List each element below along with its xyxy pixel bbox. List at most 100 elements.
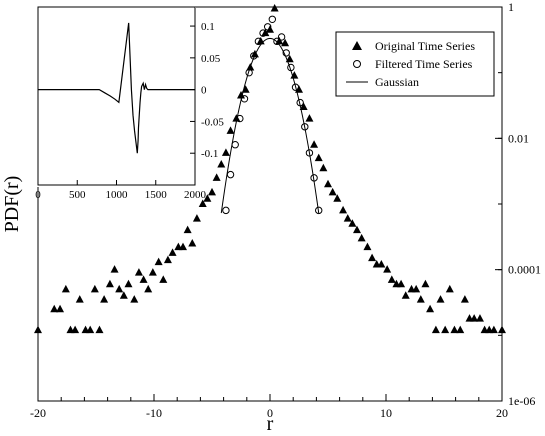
original-point: [217, 159, 226, 168]
original-point: [163, 255, 172, 264]
original-point: [168, 248, 177, 256]
original-point: [75, 295, 84, 303]
original-point: [310, 140, 319, 148]
original-point: [460, 295, 469, 303]
original-point: [95, 325, 104, 334]
original-point: [339, 205, 348, 214]
original-point: [139, 275, 148, 283]
inset-x-tick-label: 1000: [106, 189, 129, 201]
original-point: [221, 148, 230, 156]
original-point: [324, 179, 332, 188]
filtered-point: [277, 33, 286, 41]
legend-box: [335, 31, 495, 97]
legend-label-gaussian: Gaussian: [375, 75, 419, 89]
inset-y-tick-label: -0.1: [201, 148, 218, 160]
original-point: [281, 38, 290, 47]
x-tick-label: 0: [267, 406, 273, 420]
original-point: [412, 284, 421, 293]
original-point: [397, 279, 406, 288]
original-point: [470, 314, 479, 322]
original-point: [50, 304, 59, 313]
original-point: [261, 28, 270, 37]
legend-marker-triangle: [352, 41, 362, 50]
original-point: [270, 3, 279, 12]
legend-label-original: Original Time Series: [375, 39, 475, 53]
filtered-point: [263, 23, 272, 31]
original-point: [498, 325, 506, 334]
original-point: [305, 114, 314, 122]
original-point: [110, 265, 119, 273]
x-tick-label: 10: [380, 406, 392, 420]
original-point: [456, 325, 465, 334]
filtered-point: [282, 49, 290, 57]
original-point: [383, 265, 392, 273]
inset-y-tick-label: 0: [201, 85, 207, 97]
original-point: [203, 194, 212, 202]
original-point: [333, 194, 342, 202]
inset-series: [38, 22, 195, 154]
filtered-point: [259, 29, 267, 37]
original-point: [368, 253, 377, 262]
original-point: [475, 314, 484, 322]
original-point: [314, 153, 323, 162]
original-point: [154, 257, 163, 266]
original-point: [416, 295, 425, 303]
y-axis-label: PDF(r): [1, 176, 23, 233]
legend-marker-circle: [353, 60, 361, 68]
inset-time-series-line: [38, 22, 195, 154]
original-point: [198, 199, 207, 207]
main-series: [34, 3, 506, 334]
filtered-point: [305, 149, 314, 157]
original-point: [86, 325, 95, 334]
original-point: [192, 214, 201, 222]
original-point: [431, 325, 440, 334]
original-point: [130, 295, 139, 303]
inset-x-tick-label: 0: [35, 189, 41, 201]
original-point: [489, 325, 498, 334]
original-point: [343, 214, 352, 222]
original-point: [436, 295, 445, 303]
original-point: [357, 233, 366, 242]
gaussian-curve: [220, 37, 320, 214]
filtered-point: [291, 83, 300, 91]
original-point: [90, 284, 99, 293]
legend-label-filtered: Filtered Time Series: [375, 57, 473, 71]
filtered-point: [268, 15, 277, 23]
original-point: [61, 284, 70, 293]
filtered-point: [226, 170, 235, 179]
original-point: [226, 126, 235, 134]
original-point: [348, 219, 357, 227]
inset-background: [36, 7, 196, 187]
inset-y-tick-label: 0.05: [201, 53, 221, 65]
original-point: [237, 90, 245, 99]
original-point: [144, 284, 153, 293]
filtered-point: [315, 206, 323, 215]
original-point: [183, 225, 192, 234]
original-point: [159, 275, 168, 283]
x-tick-label: -20: [30, 406, 46, 420]
original-point: [353, 225, 361, 234]
original-point: [119, 291, 128, 299]
main-ticks: -20 -10 0 10 20 1 0.01 0.0001 1e-06: [30, 0, 541, 420]
filtered-point: [231, 140, 239, 149]
original-point: [212, 173, 221, 181]
original-point: [441, 325, 450, 334]
filtered-point: [222, 206, 230, 215]
original-point: [387, 275, 396, 283]
original-point: [377, 259, 386, 268]
original-point: [134, 268, 143, 276]
original-point: [115, 284, 124, 293]
original-point: [179, 242, 187, 251]
original-point: [319, 163, 328, 172]
original-point: [100, 295, 109, 303]
inset-y-tick-label: -0.05: [201, 116, 224, 128]
original-point: [445, 284, 454, 293]
inset-y-tick-label: 0.1: [201, 21, 215, 33]
original-point: [148, 268, 157, 276]
y-tick-label: 1e-06: [508, 394, 535, 408]
x-tick-label: 20: [496, 406, 508, 420]
original-point: [401, 291, 410, 299]
x-tick-label: -10: [146, 406, 162, 420]
inset-ticks: 0 500 1000 1500 2000 0.1 0.05 0 -0.05 -0.1: [35, 21, 224, 201]
